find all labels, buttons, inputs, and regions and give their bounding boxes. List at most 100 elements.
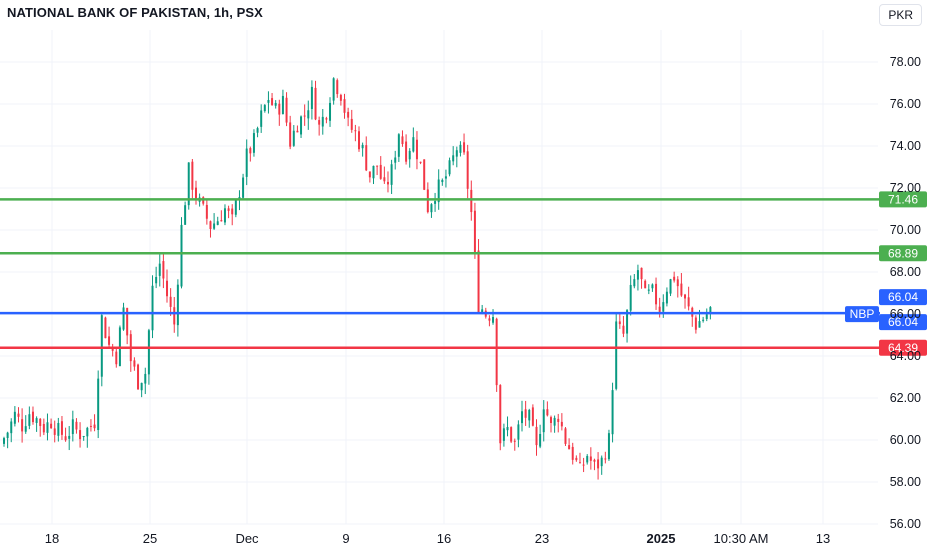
candle-body [647,289,650,291]
candle-body [694,317,697,330]
candle-body [46,422,49,433]
candle-body [24,426,27,432]
candle-body [412,137,415,152]
y-tick-label: 74.00 [890,139,921,153]
y-tick-label: 60.00 [890,433,921,447]
candle-body [383,177,386,182]
candle-body [278,103,281,115]
candle-body [376,165,379,167]
y-tick-label: 66.00 [890,307,921,321]
candle-body [238,197,241,199]
level-tag-label: 64.39 [888,341,918,355]
candle-body [535,426,538,446]
candle-body [365,145,368,171]
candle-body [618,321,621,325]
candle-body [397,134,400,157]
candle-body [401,136,404,145]
candle-body [492,317,495,323]
candle-body [662,302,665,312]
candle-body [68,435,71,439]
y-tick-label: 58.00 [890,475,921,489]
candle-body [281,95,284,114]
candle-body [350,118,353,130]
candle-body [140,382,143,391]
candle-body [430,204,433,213]
candle-body [285,97,288,123]
y-tick-label: 70.00 [890,223,921,237]
candle-body [459,144,462,153]
candle-body [205,204,208,219]
candle-body [213,223,216,229]
candle-body [546,409,549,416]
candle-body [626,310,629,334]
candle-body [249,148,252,154]
y-tick-label: 78.00 [890,55,921,69]
candle-body [528,409,531,421]
candle-body [122,307,125,330]
candle-body [31,411,34,423]
time-axis[interactable]: 18 25 Dec 9 16 23 2025 10:30 AM 13 [45,531,830,546]
price-axis[interactable]: 56.00 58.00 60.00 62.00 64.00 66.00 68.00 70.00… [890,55,921,531]
candle-body [506,426,509,431]
candle-body [166,280,169,297]
candle-body [640,267,643,280]
candle-body [499,385,502,444]
level-tag-label: 66.04 [888,315,918,329]
candle-body [97,378,100,430]
candle-body [408,150,411,160]
candle-body [441,179,444,183]
level-tag [879,314,927,331]
candle-body [597,459,600,469]
x-tick-label: 9 [342,531,349,546]
candles [3,77,712,480]
x-tick-label: 25 [143,531,157,546]
candle-body [368,171,371,178]
symbol-tag [845,306,879,323]
candle-body [542,409,545,433]
candle-body [64,436,67,441]
x-tick-label: 2025 [647,531,676,546]
candle-body [680,283,683,296]
candle-body [557,418,560,422]
candle-body [513,440,516,442]
candle-body [245,148,248,177]
candle-body [687,297,690,307]
candle-body [386,181,389,185]
candle-body [71,419,74,435]
candle-body [137,364,140,390]
candle-body [611,390,614,435]
candle-body [604,458,607,460]
candle-body [644,280,647,289]
x-tick-label: 16 [437,531,451,546]
candle-body [169,296,172,307]
candle-body [144,373,147,384]
currency-selector[interactable]: PKR [879,4,922,26]
candle-body [336,80,339,95]
x-tick-label: Dec [235,531,259,546]
candle-body [10,421,13,434]
y-tick-label: 62.00 [890,391,921,405]
candle-body [495,318,498,386]
y-tick-label: 72.00 [890,181,921,195]
level-tag [879,339,927,356]
candle-body [470,189,473,213]
candle-body [234,200,237,215]
candle-body [379,164,382,179]
x-tick-label: 23 [535,531,549,546]
candle-body [539,433,542,447]
candle-body [477,250,480,313]
candle-body [53,428,56,435]
candle-body [93,424,96,429]
last-price-tag [879,289,927,306]
candle-body [553,417,556,426]
candle-body [162,261,165,279]
candle-body [578,462,581,464]
candle-body [271,98,274,105]
y-tick-label: 76.00 [890,97,921,111]
candle-body [223,208,226,223]
candle-body [524,409,527,418]
candle-body [6,432,9,439]
grid-lines [0,30,878,525]
candle-body [292,130,295,146]
